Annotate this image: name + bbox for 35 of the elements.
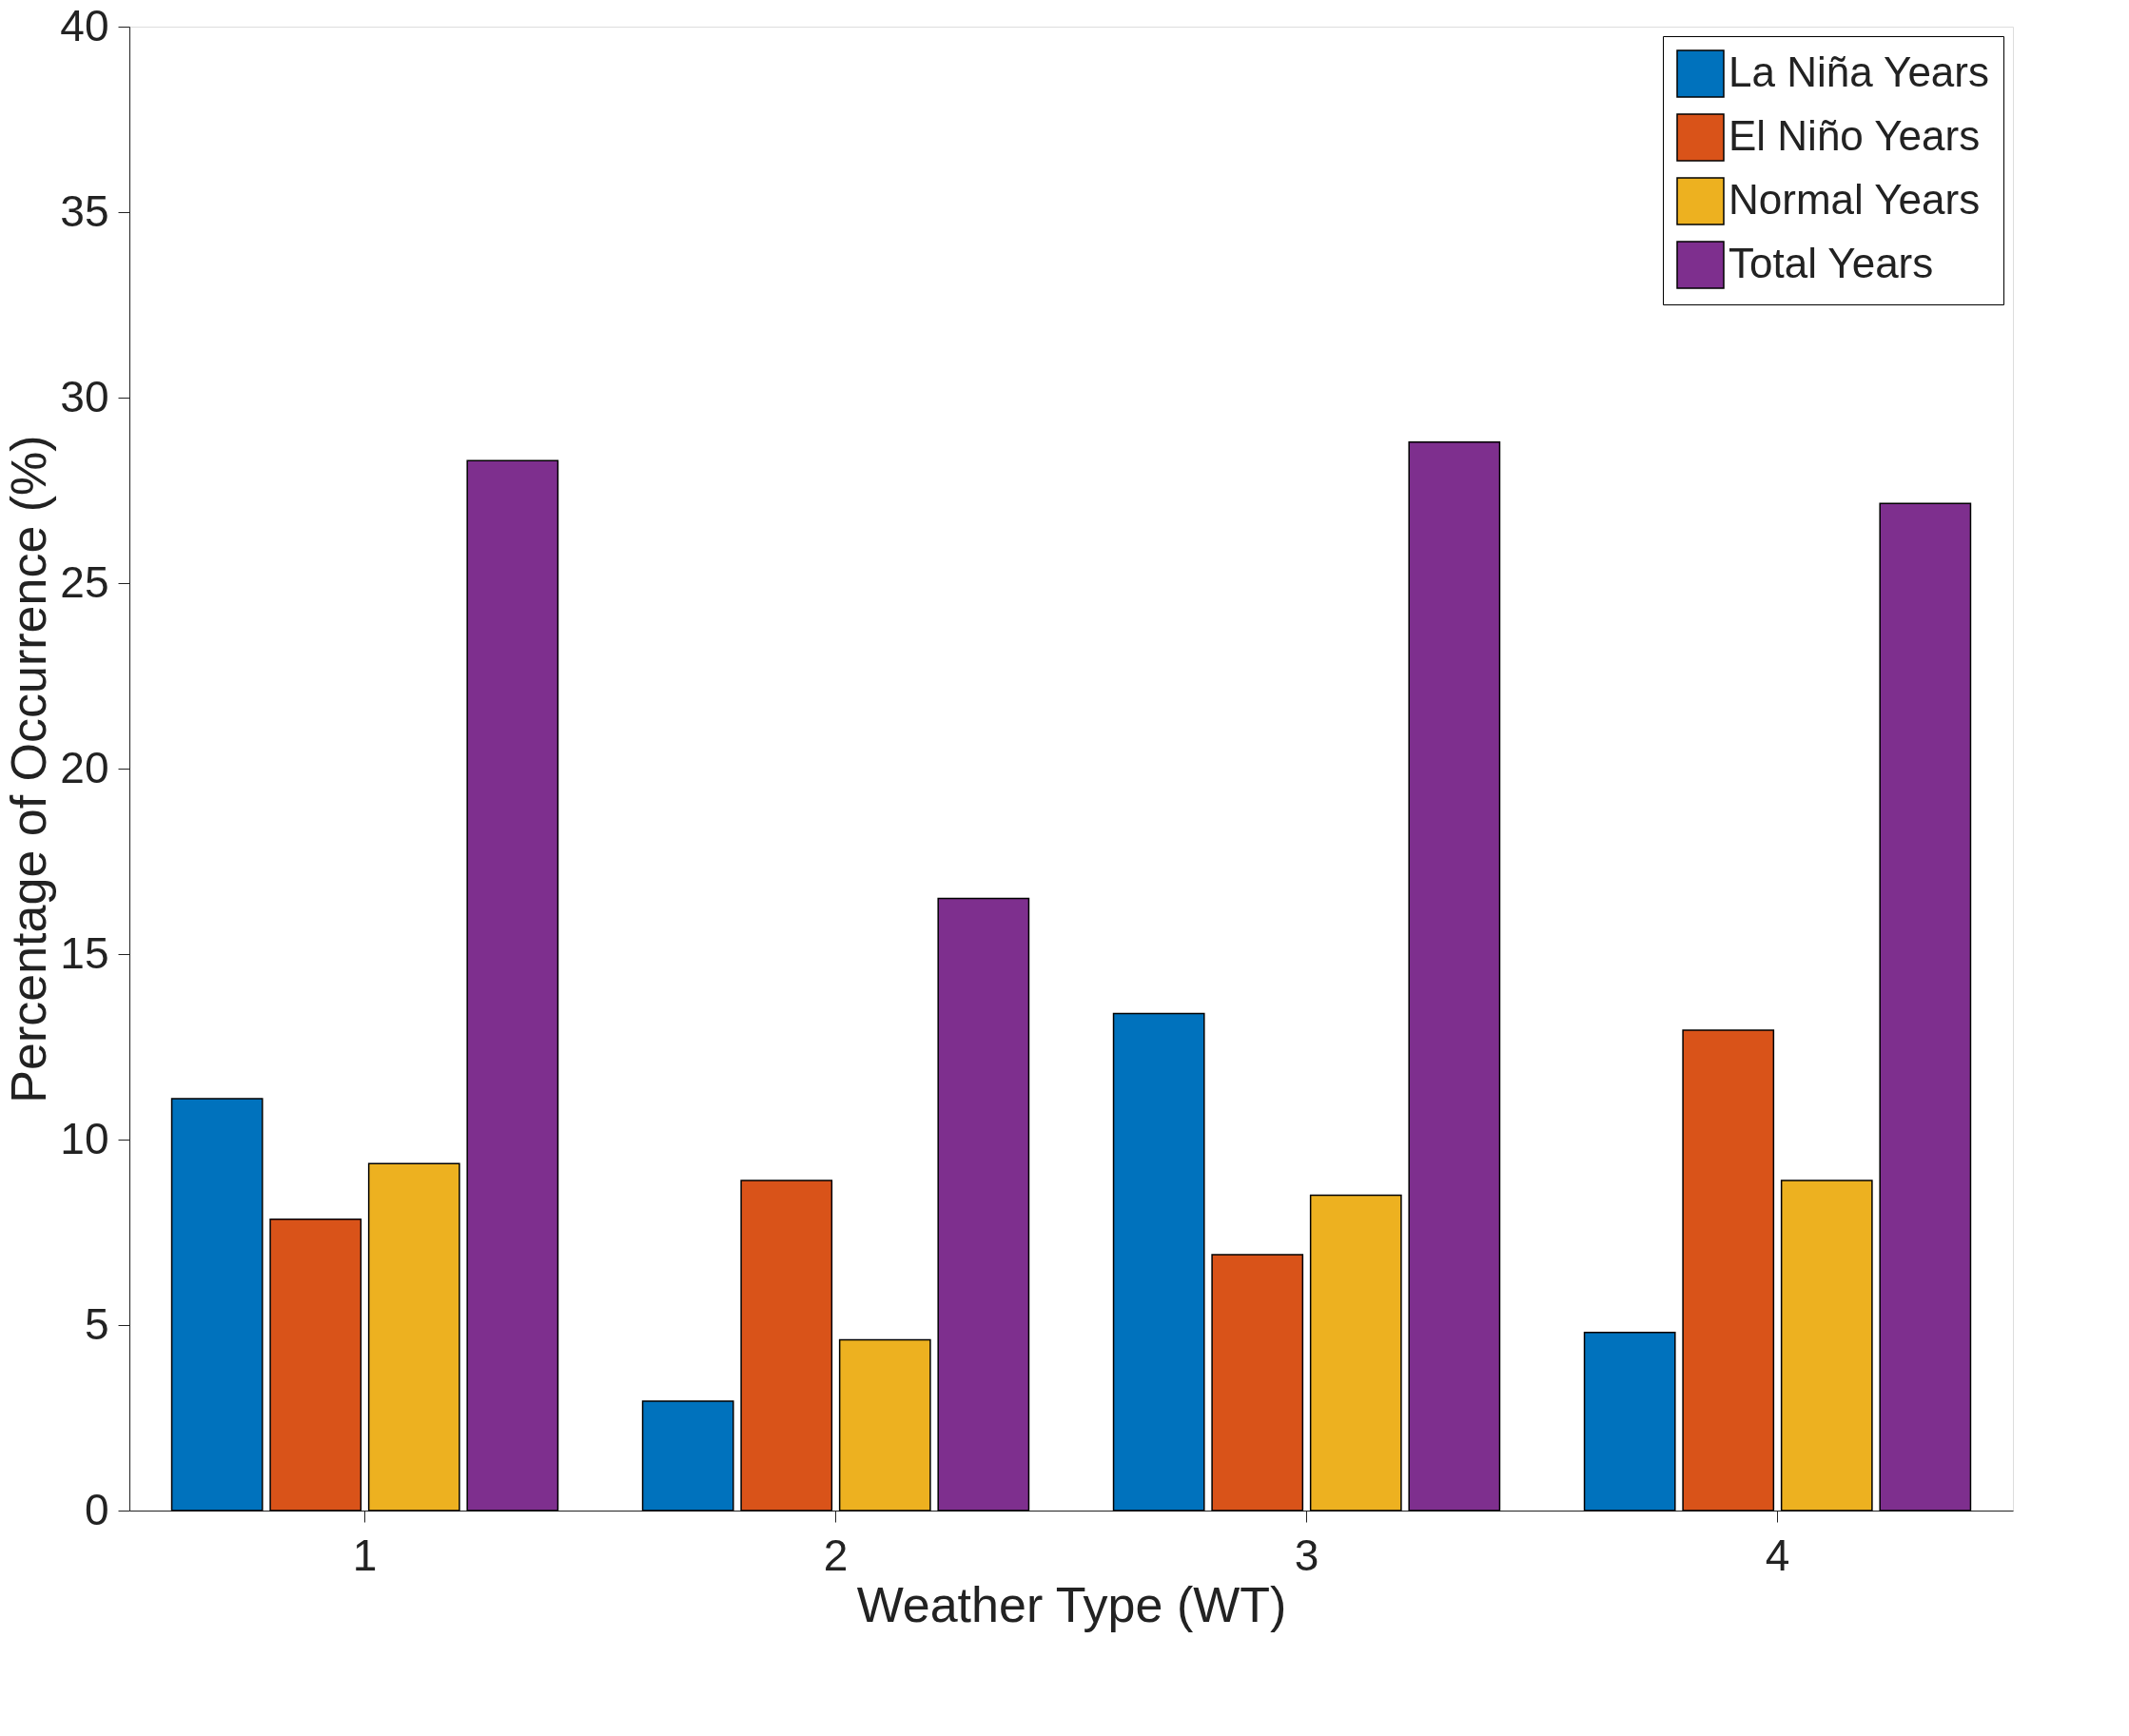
bar [1408, 441, 1501, 1512]
bar [838, 1338, 931, 1512]
bar [1879, 502, 1972, 1512]
y-tick-label: 10 [60, 1113, 109, 1163]
y-tick-label: 0 [84, 1484, 109, 1534]
legend-label: La Niña Years [1729, 48, 1989, 95]
bar [269, 1219, 362, 1512]
legend-label: El Niño Years [1729, 111, 1981, 159]
bar [1583, 1332, 1676, 1512]
y-axis-title: Percentage of Occurrence (%) [1, 435, 57, 1103]
bar [1682, 1029, 1775, 1512]
bar [466, 459, 559, 1512]
x-tick-label: 4 [1765, 1530, 1790, 1580]
bar [367, 1162, 460, 1512]
bar [937, 897, 1030, 1512]
x-tick-label: 1 [352, 1530, 378, 1580]
y-tick-label: 30 [60, 371, 109, 421]
bar [170, 1098, 264, 1512]
y-tick-label: 35 [60, 185, 109, 236]
bar [1780, 1180, 1873, 1512]
x-tick-label: 3 [1294, 1530, 1319, 1580]
bar [1112, 1012, 1205, 1512]
legend-label: Normal Years [1729, 175, 1981, 223]
y-tick-label: 40 [60, 0, 109, 50]
bar [1309, 1194, 1402, 1512]
x-tick-label: 2 [823, 1530, 849, 1580]
bar [641, 1400, 734, 1512]
bar [1211, 1254, 1304, 1512]
y-tick-label: 15 [60, 927, 109, 978]
y-tick-label: 5 [84, 1298, 109, 1349]
legend-label: Total Years [1729, 239, 1934, 286]
y-tick-label: 20 [60, 742, 109, 792]
y-tick-label: 25 [60, 556, 109, 607]
x-axis-title: Weather Type (WT) [856, 1576, 1287, 1632]
bar [740, 1180, 833, 1512]
